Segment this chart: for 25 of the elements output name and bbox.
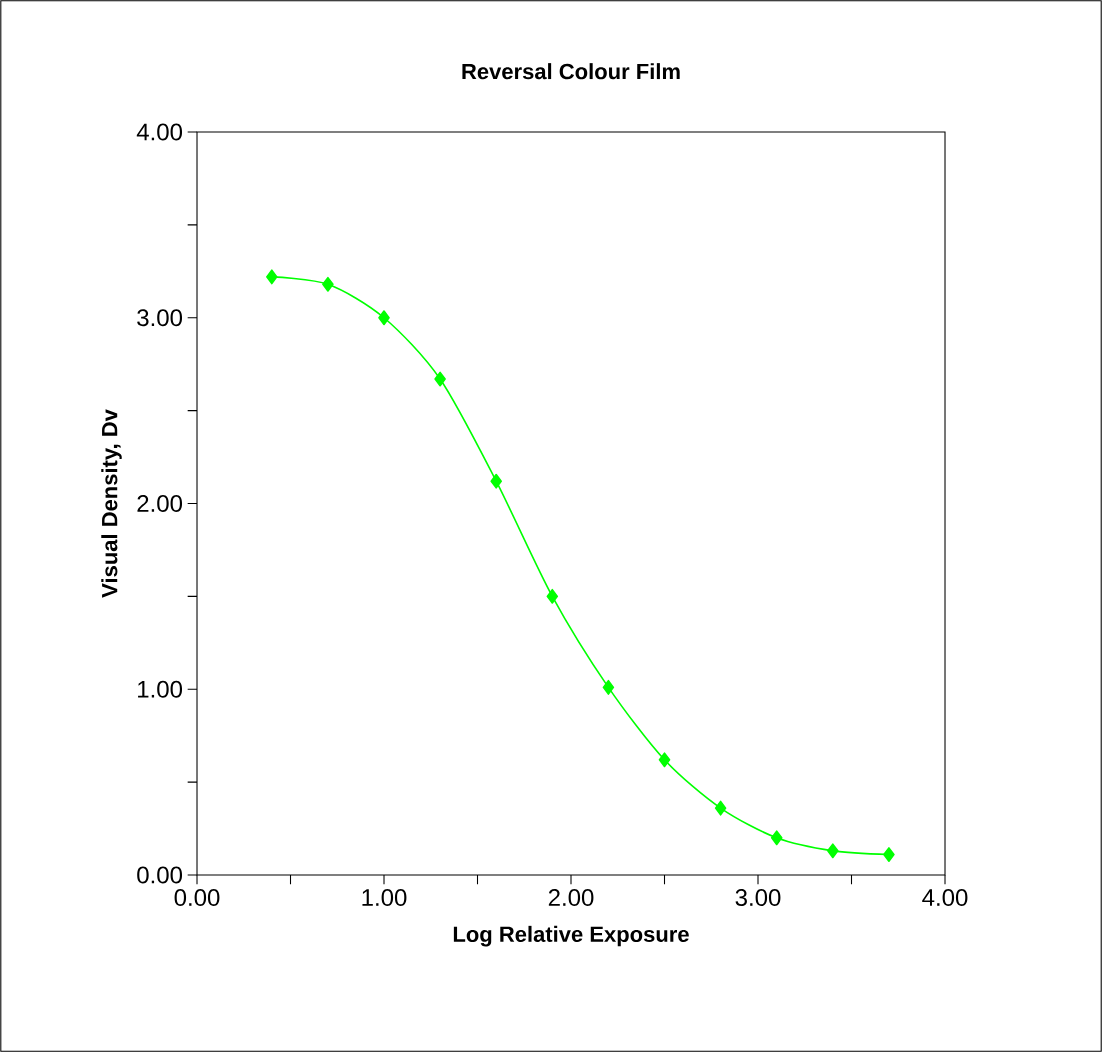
x-tick-label: 0.00	[174, 889, 220, 907]
point	[770, 830, 783, 846]
point	[378, 310, 390, 326]
point	[602, 679, 615, 695]
y-axis-title: Visual Density, Dv	[101, 409, 122, 598]
point	[546, 588, 559, 604]
x-tick-label: 1.00	[362, 889, 407, 907]
y-tick-label: 3.00	[137, 309, 183, 327]
point	[883, 847, 895, 863]
point	[714, 800, 727, 816]
point	[266, 269, 278, 285]
point	[322, 276, 334, 292]
point	[827, 843, 839, 859]
x-axis-title: Log Relative Exposure	[453, 925, 689, 947]
point	[490, 473, 502, 489]
x-tick-label: 3.00	[735, 889, 781, 907]
y-tick-label: 2.00	[137, 494, 183, 512]
y-tick-label: 4.00	[136, 123, 183, 141]
point	[658, 752, 671, 768]
point	[434, 371, 446, 387]
y-tick-label: 1.00	[138, 680, 183, 698]
y-tick-label: 0.00	[137, 866, 183, 884]
x-tick-label: 2.00	[548, 889, 594, 907]
x-tick-label: 4.00	[922, 889, 968, 907]
chart-title: Reversal Colour Film	[462, 63, 680, 80]
